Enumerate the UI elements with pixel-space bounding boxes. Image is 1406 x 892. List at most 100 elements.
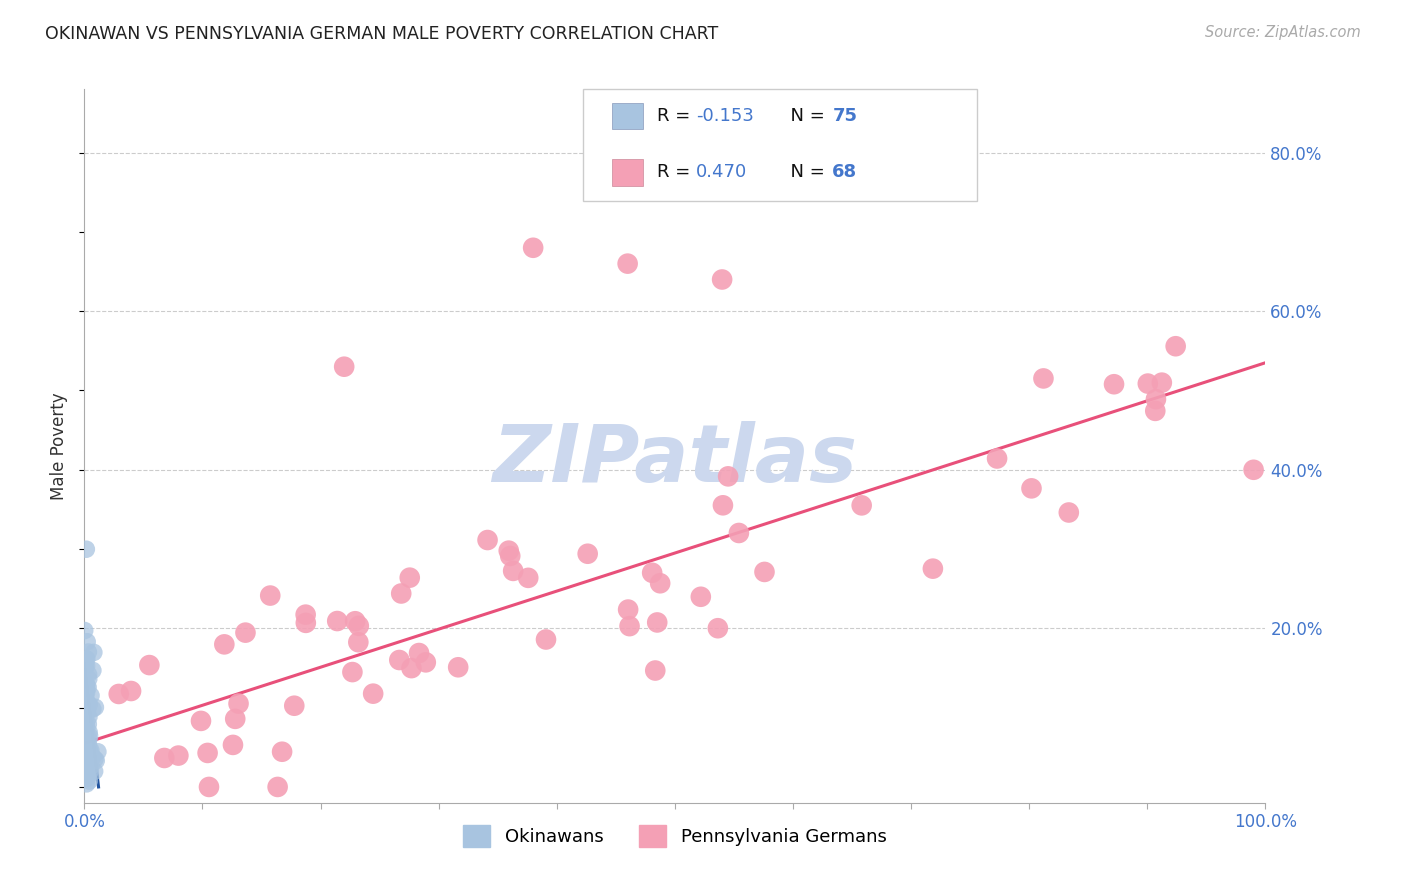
Point	[138, 658, 160, 673]
Point	[75, 678, 97, 692]
Point	[1150, 376, 1173, 390]
Point	[342, 665, 364, 679]
Point	[266, 780, 288, 794]
Point	[107, 687, 129, 701]
Point	[401, 661, 423, 675]
Point	[77, 738, 100, 752]
Point	[75, 719, 97, 733]
Text: ZIPatlas: ZIPatlas	[492, 421, 858, 500]
Point	[408, 646, 430, 660]
Point	[77, 717, 100, 731]
Point	[75, 689, 97, 703]
Point	[522, 241, 544, 255]
Point	[75, 718, 97, 732]
Point	[235, 625, 257, 640]
Point	[77, 645, 100, 659]
Point	[76, 754, 98, 768]
Point	[84, 754, 107, 768]
Point	[214, 637, 236, 651]
Point	[534, 632, 557, 647]
Point	[75, 750, 97, 764]
Point	[73, 759, 96, 773]
Point	[75, 685, 97, 699]
Point	[87, 745, 110, 759]
Text: 68: 68	[832, 163, 858, 181]
Point	[77, 680, 100, 694]
Point	[75, 731, 97, 745]
Point	[75, 652, 97, 666]
Point	[517, 571, 540, 585]
Text: 0.470: 0.470	[696, 163, 747, 181]
Text: N =: N =	[779, 163, 831, 181]
Point	[73, 739, 96, 754]
Point	[347, 635, 370, 649]
Point	[75, 725, 97, 739]
Point	[347, 619, 370, 633]
Point	[75, 735, 97, 749]
Point	[259, 589, 281, 603]
Point	[76, 652, 98, 666]
Point	[80, 689, 103, 703]
Point	[73, 755, 96, 769]
Point	[1164, 339, 1187, 353]
Point	[77, 732, 100, 747]
Point	[75, 676, 97, 690]
Point	[76, 726, 98, 740]
Point	[222, 738, 245, 752]
Point	[851, 499, 873, 513]
Point	[75, 703, 97, 717]
Point	[75, 729, 97, 743]
Point	[389, 586, 412, 600]
Point	[1144, 392, 1167, 406]
Point	[79, 729, 101, 743]
Point	[84, 752, 107, 766]
Y-axis label: Male Poverty: Male Poverty	[51, 392, 69, 500]
Point	[77, 667, 100, 681]
Point	[326, 614, 349, 628]
Point	[73, 624, 96, 638]
Point	[616, 257, 638, 271]
Point	[75, 659, 97, 673]
Point	[502, 564, 524, 578]
Text: R =: R =	[657, 163, 696, 181]
Point	[576, 547, 599, 561]
Point	[1057, 506, 1080, 520]
Text: OKINAWAN VS PENNSYLVANIA GERMAN MALE POVERTY CORRELATION CHART: OKINAWAN VS PENNSYLVANIA GERMAN MALE POV…	[45, 25, 718, 43]
Point	[728, 526, 751, 541]
Point	[717, 469, 740, 483]
Point	[75, 724, 97, 739]
Point	[76, 754, 98, 768]
Point	[415, 656, 437, 670]
Point	[224, 712, 246, 726]
Point	[75, 681, 97, 695]
Point	[75, 767, 97, 781]
Point	[333, 359, 356, 374]
Point	[294, 607, 316, 622]
Point	[190, 714, 212, 728]
Point	[82, 750, 104, 764]
Text: R =: R =	[657, 107, 696, 125]
Point	[641, 566, 664, 580]
Point	[498, 543, 520, 558]
Point	[1021, 481, 1043, 495]
Point	[82, 702, 104, 716]
Point	[76, 634, 98, 648]
Point	[344, 614, 367, 628]
Point	[922, 562, 945, 576]
Point	[80, 759, 103, 773]
Point	[1032, 371, 1054, 385]
Point	[447, 660, 470, 674]
Point	[398, 571, 420, 585]
Point	[120, 684, 142, 698]
Point	[77, 710, 100, 724]
Point	[295, 615, 318, 630]
Point	[77, 774, 100, 789]
Point	[76, 738, 98, 752]
Point	[650, 576, 672, 591]
Point	[77, 769, 100, 783]
Point	[76, 703, 98, 717]
Point	[388, 653, 411, 667]
Point	[197, 746, 219, 760]
Point	[76, 696, 98, 710]
Point	[77, 672, 100, 686]
